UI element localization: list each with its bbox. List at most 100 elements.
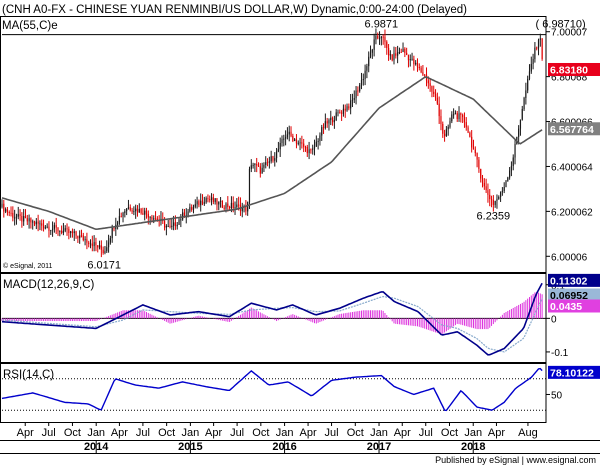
candle-body: [51, 228, 54, 231]
candle-body: [509, 170, 511, 178]
candle-body: [465, 122, 467, 128]
candle-body: [350, 100, 352, 109]
candle-body: [519, 119, 522, 129]
candle-body: [82, 235, 84, 241]
candle-body: [469, 132, 471, 137]
candle-body: [205, 198, 207, 203]
candle-body: [227, 203, 229, 207]
candle-body: [485, 186, 487, 191]
candle-body: [270, 156, 272, 162]
x-tick-label: Apr: [394, 427, 411, 439]
candle-body: [348, 106, 350, 109]
x-tick-label: Oct: [158, 427, 175, 439]
candle-body: [225, 203, 227, 209]
candle-body: [308, 149, 310, 154]
candle-body: [384, 36, 386, 42]
candle-body: [341, 112, 343, 114]
candle-body: [111, 227, 113, 239]
candle-body: [400, 51, 402, 53]
candle-body: [510, 165, 513, 171]
candle-body: [480, 168, 482, 179]
candle-body: [259, 166, 261, 174]
candle-body: [156, 218, 158, 221]
candle-body: [212, 197, 214, 202]
candle-body: [207, 198, 209, 200]
price-panel: 6.000066.2000626.4000646.6000666.800687.…: [0, 16, 600, 273]
candle-body: [368, 56, 370, 67]
candle-body: [241, 207, 243, 212]
rsi-title: RSI(14,C): [3, 369, 54, 381]
candle-body: [481, 178, 484, 183]
candle-body: [507, 177, 509, 181]
x-tick-label: Oct: [347, 427, 364, 439]
x-tick-label: Jan: [182, 427, 200, 439]
candle-body: [178, 219, 180, 225]
candle-body: [521, 109, 523, 120]
candle-body: [453, 114, 455, 116]
candle-body: [330, 117, 332, 121]
candle-body: [30, 218, 32, 223]
candle-body: [447, 126, 449, 130]
candle-body: [133, 211, 135, 213]
candle-body: [514, 144, 516, 158]
candle-body: [429, 83, 431, 86]
candle-body: [373, 39, 375, 50]
signal-value-tag-bg: [548, 288, 600, 302]
candle-body: [138, 208, 140, 213]
candle-body: [525, 90, 527, 98]
candle-body: [39, 223, 41, 225]
price-tick-label: 6.00006: [551, 252, 588, 263]
candle-body: [275, 151, 278, 159]
candle-body: [252, 164, 254, 166]
candle-body: [194, 204, 196, 207]
candle-body: [113, 227, 115, 229]
candle-body: [145, 210, 148, 214]
ma-value-tag-bg: [548, 122, 600, 136]
candle-body: [471, 136, 473, 148]
macd-tick-label: 0: [551, 314, 557, 325]
candle-body: [122, 213, 124, 217]
candle-body: [299, 142, 301, 144]
candle-body: [109, 238, 111, 243]
x-tick-label: Jan: [370, 427, 388, 439]
x-tick-label: Apr: [205, 427, 222, 439]
candle-body: [474, 149, 476, 154]
candle-body: [281, 139, 283, 144]
candle-body: [463, 116, 466, 123]
candle-body: [79, 235, 81, 239]
price-annotation: ( 6.98710): [536, 19, 586, 31]
macd-panel: 0.10-0.1MACD(12,26,9,C)0.113020.069520.0…: [0, 273, 600, 363]
candle-body: [64, 228, 66, 231]
x-tick-label: Jan: [276, 427, 294, 439]
candle-body: [304, 146, 307, 148]
candle-body: [223, 207, 225, 209]
ma-value-tag: 6.567764: [550, 124, 594, 136]
candle-body: [317, 141, 319, 143]
candle-body: [503, 187, 505, 191]
candle-body: [377, 36, 379, 39]
candle-body: [176, 224, 178, 227]
candle-body: [541, 38, 543, 59]
candle-body: [173, 222, 175, 226]
x-tick-label: Jan: [87, 427, 105, 439]
candle-body: [53, 225, 55, 229]
candle-body: [389, 54, 391, 56]
candle-body: [537, 39, 540, 49]
candle-body: [339, 112, 341, 114]
candle-body: [364, 70, 366, 80]
candle-body: [98, 245, 101, 248]
candle-body: [386, 41, 388, 48]
candle-body: [61, 230, 63, 233]
x-tick-label: Oct: [441, 427, 458, 439]
candle-body: [169, 225, 171, 228]
candle-body: [451, 114, 453, 122]
candle-body: [393, 53, 395, 61]
candle-body: [458, 113, 460, 120]
candle-body: [467, 127, 469, 133]
candle-body: [456, 113, 458, 120]
candle-body: [232, 202, 234, 209]
candle-body: [153, 218, 155, 220]
candle-body: [8, 212, 10, 214]
candle-body: [326, 121, 328, 124]
candle-body: [248, 168, 251, 203]
